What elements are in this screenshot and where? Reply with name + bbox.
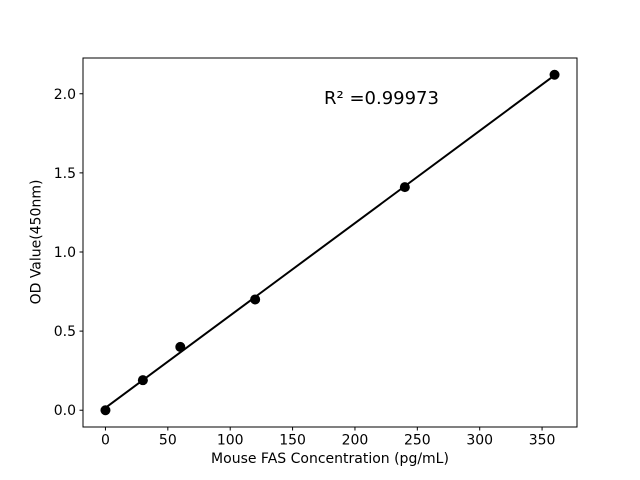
y-tick-label: 0.0 — [54, 403, 76, 419]
y-tick-label: 2.0 — [54, 87, 76, 103]
data-point — [549, 69, 560, 80]
x-tick-label: 300 — [466, 433, 493, 449]
x-tick-label: 100 — [217, 433, 244, 449]
plot-frame — [82, 57, 578, 428]
x-tick-label: 350 — [529, 433, 556, 449]
data-point — [137, 375, 148, 386]
r-squared-annotation: R² =0.99973 — [324, 88, 439, 109]
data-point — [399, 182, 410, 193]
data-point — [250, 294, 261, 305]
data-point — [100, 405, 111, 416]
x-tick-label: 250 — [404, 433, 431, 449]
fit-line — [104, 74, 556, 409]
x-tick-label: 0 — [101, 433, 110, 449]
y-tick-label: 1.5 — [54, 166, 76, 182]
x-axis-label: Mouse FAS Concentration (pg/mL) — [211, 451, 449, 467]
x-tick-label: 200 — [342, 433, 369, 449]
y-tick-label: 1.0 — [54, 245, 76, 261]
data-point — [175, 341, 186, 352]
y-tick-label: 0.5 — [54, 324, 76, 340]
x-tick-label: 50 — [159, 433, 177, 449]
x-tick-label: 150 — [279, 433, 306, 449]
y-axis-label: OD Value(450nm) — [28, 179, 45, 305]
